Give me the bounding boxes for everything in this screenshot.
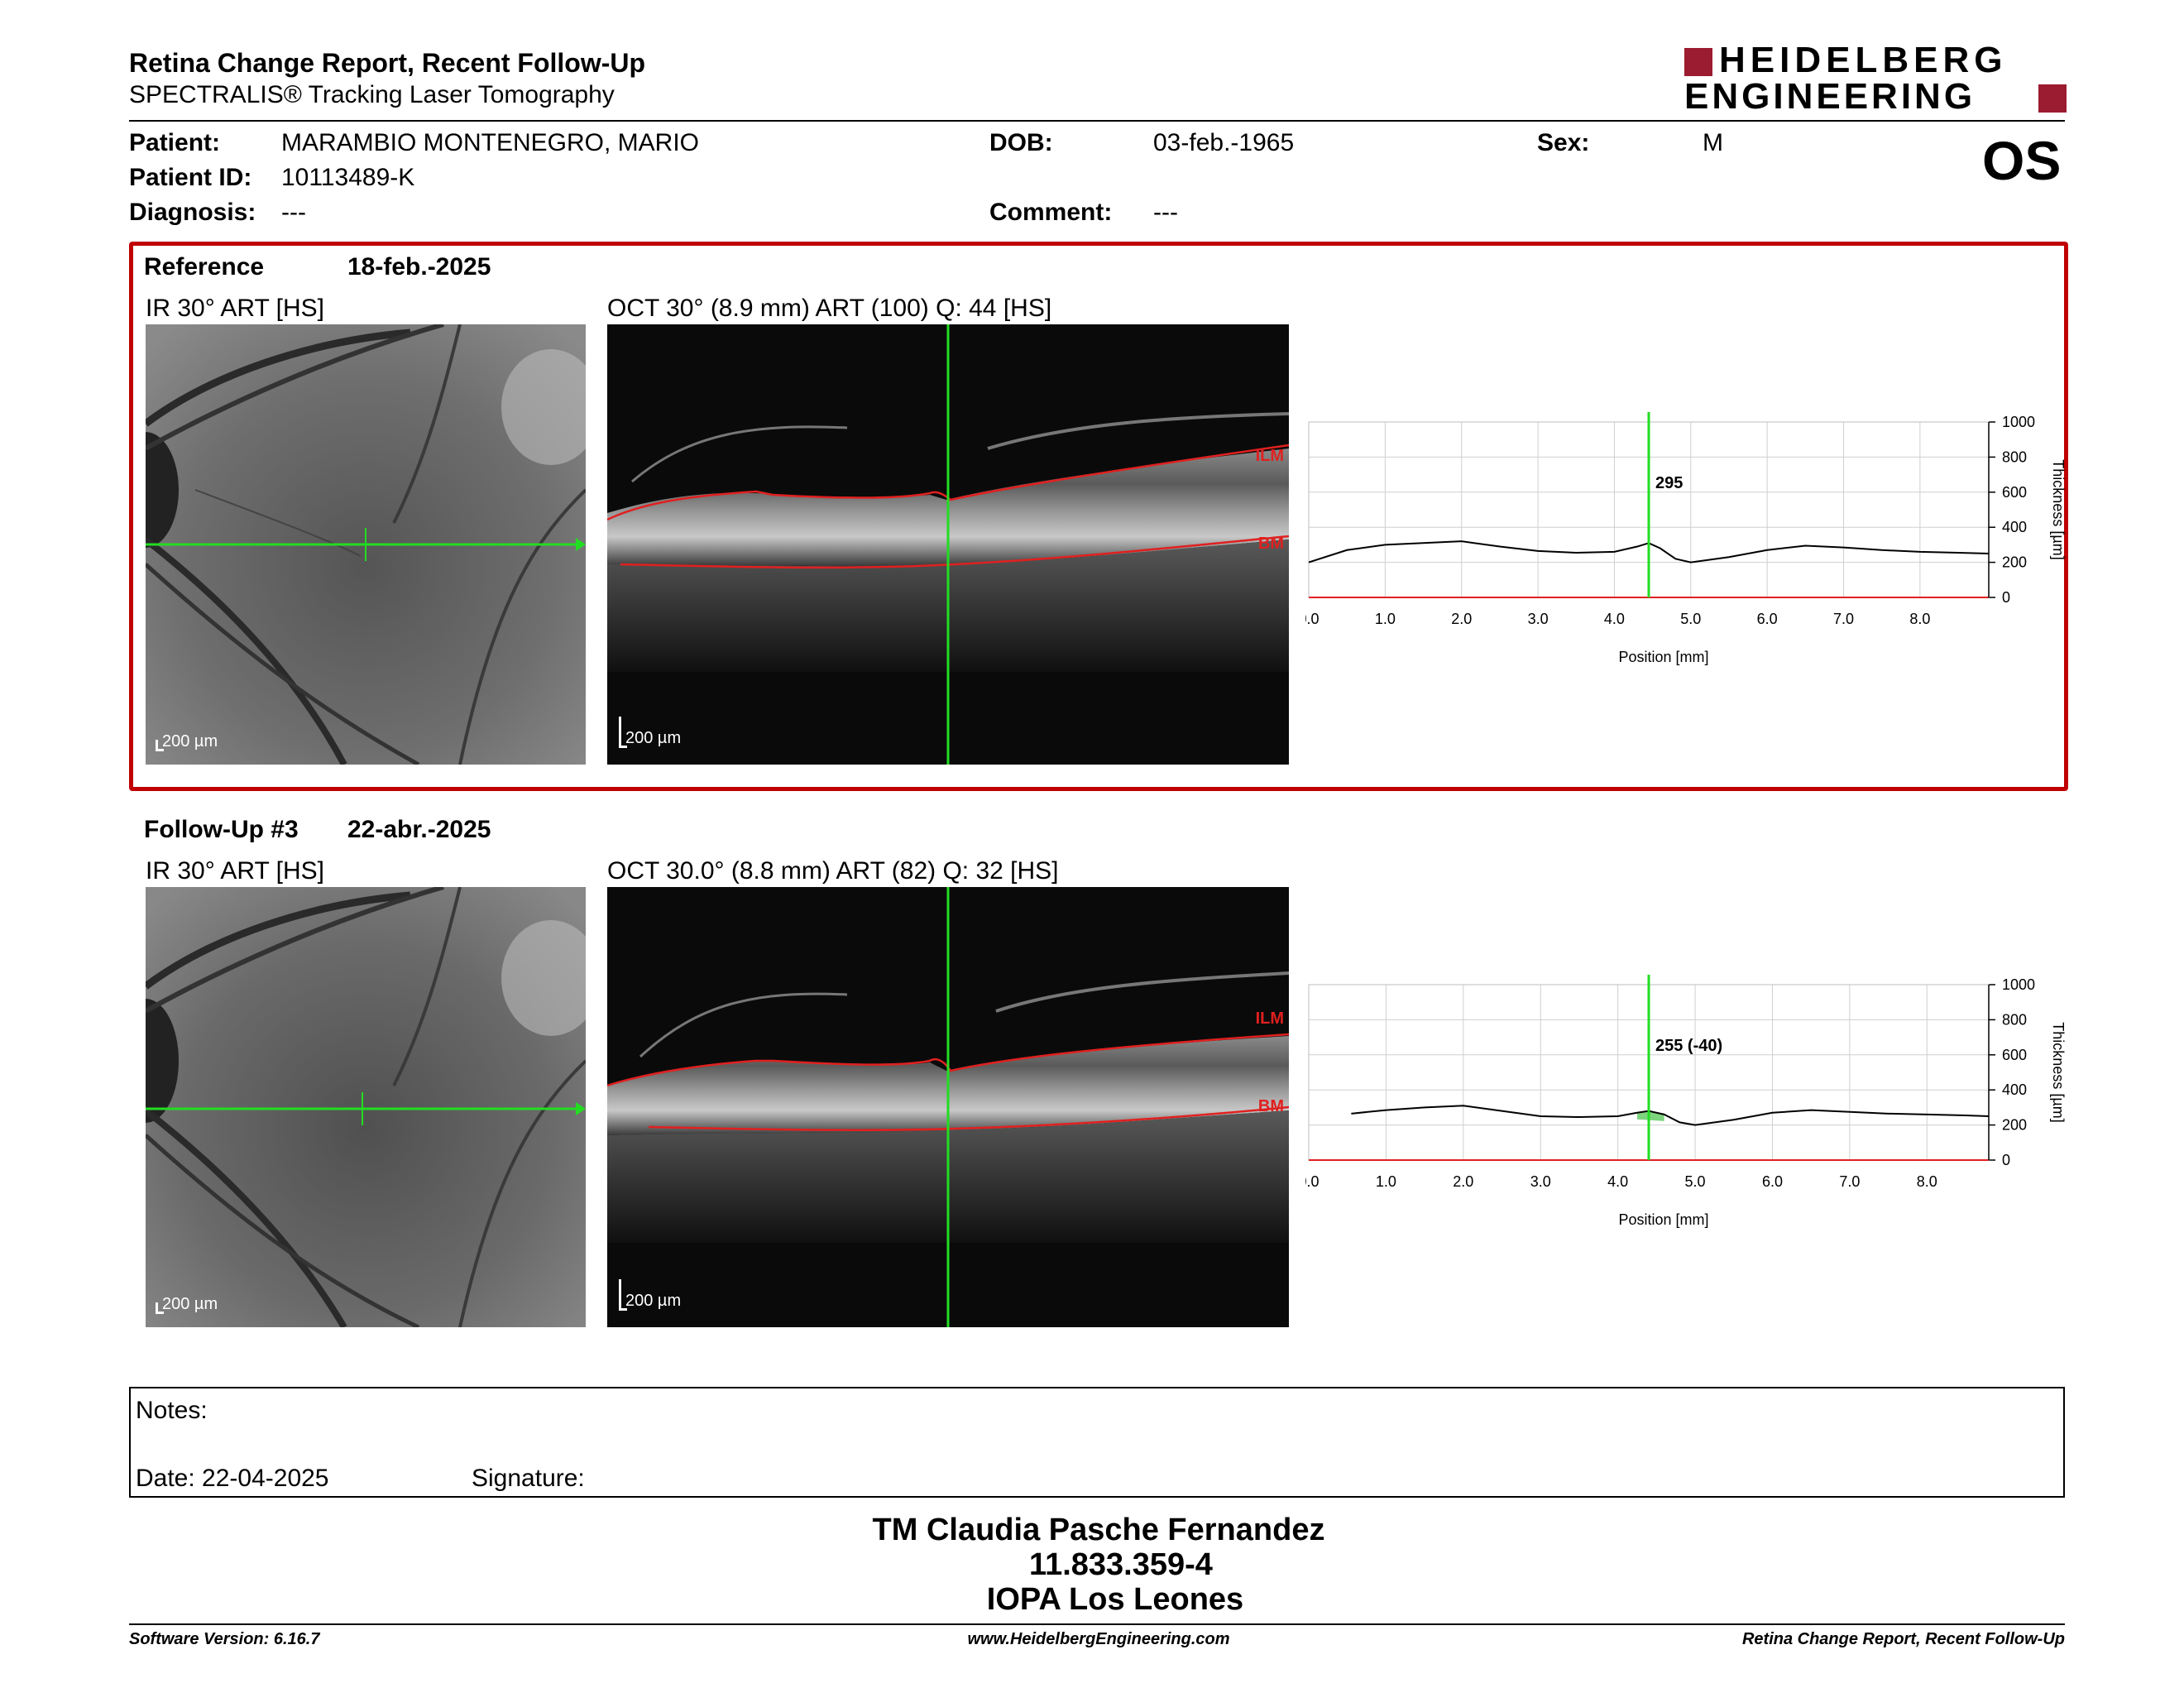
x-tick-label: 8.0 bbox=[1917, 1173, 1937, 1190]
followup-ir-image: 200 µm bbox=[146, 887, 586, 1327]
followup-ilm-label: ILM bbox=[1255, 1009, 1284, 1028]
x-tick-label: 5.0 bbox=[1680, 611, 1701, 627]
signer-name: TM Claudia Pasche Fernandez bbox=[872, 1513, 1325, 1547]
x-tick-label: 6.0 bbox=[1762, 1173, 1783, 1190]
followup-bm-label: BM bbox=[1257, 1097, 1284, 1115]
patient-id: 10113489-K bbox=[281, 164, 415, 191]
x-tick-label: 7.0 bbox=[1833, 611, 1854, 627]
patient-name: MARAMBIO MONTENEGRO, MARIO bbox=[281, 129, 700, 156]
reference-ir-title: IR 30° ART [HS] bbox=[146, 295, 324, 322]
dob-label: DOB: bbox=[989, 129, 1053, 156]
y-tick-label: 800 bbox=[2002, 1011, 2027, 1028]
x-tick-label: 6.0 bbox=[1757, 611, 1778, 627]
notes-signature: Signature: bbox=[472, 1465, 585, 1492]
x-tick-label: 7.0 bbox=[1839, 1173, 1860, 1190]
y-tick-label: 600 bbox=[2002, 484, 2027, 501]
comment-label: Comment: bbox=[989, 199, 1113, 226]
footer-software: Software Version: 6.16.7 bbox=[129, 1630, 320, 1648]
dob-value: 03-feb.-1965 bbox=[1153, 129, 1295, 156]
followup-oct-scale: 200 µm bbox=[619, 1279, 681, 1311]
y-axis-label: Thickness [µm] bbox=[2050, 1022, 2067, 1122]
y-tick-label: 1000 bbox=[2002, 976, 2035, 993]
reference-oct-image: ILM BM 200 µm bbox=[607, 324, 1289, 765]
sex-value: M bbox=[1703, 129, 1723, 156]
cursor-value-label: 295 bbox=[1655, 474, 1683, 492]
y-tick-label: 200 bbox=[2002, 1117, 2027, 1134]
eye-indicator: OS bbox=[1982, 130, 2062, 191]
x-tick-label: 8.0 bbox=[1909, 611, 1930, 627]
header-divider bbox=[129, 120, 2065, 122]
x-axis-label: Position [mm] bbox=[1618, 1211, 1708, 1228]
heidelberg-logo: HEIDELBERG ENGINEERING bbox=[1684, 40, 2067, 117]
followup-oct-image: ILM BM 200 µm bbox=[607, 887, 1289, 1327]
y-tick-label: 400 bbox=[2002, 1081, 2027, 1098]
x-tick-label: 4.0 bbox=[1604, 611, 1625, 627]
reference-oct-scale: 200 µm bbox=[619, 717, 681, 748]
followup-ir-title: IR 30° ART [HS] bbox=[146, 857, 324, 885]
x-tick-label: 0.0 bbox=[1305, 1173, 1320, 1190]
y-tick-label: 800 bbox=[2002, 448, 2027, 465]
notes-box bbox=[129, 1387, 2065, 1498]
y-tick-label: 0 bbox=[2002, 1152, 2010, 1168]
report-subtitle: SPECTRALIS® Tracking Laser Tomography bbox=[129, 81, 615, 108]
x-tick-label: 2.0 bbox=[1453, 1173, 1473, 1190]
reference-bm-label: BM bbox=[1257, 535, 1284, 553]
sex-label: Sex: bbox=[1537, 129, 1590, 156]
followup-label: Follow-Up #3 bbox=[144, 816, 299, 843]
reference-thickness-chart: 0 200 400 600 800 1000 0.0 1.0 2.0 3.0 4.0 5.0 6.0 7.… bbox=[1298, 412, 2067, 677]
cursor-value-label: 255 (-40) bbox=[1655, 1037, 1722, 1055]
x-tick-label: 3.0 bbox=[1528, 611, 1549, 627]
reference-ir-scale: 200 µm bbox=[156, 732, 218, 751]
footer-report: Retina Change Report, Recent Follow-Up bbox=[1741, 1630, 2065, 1648]
signer-id: 11.833.359-4 bbox=[1029, 1547, 1213, 1582]
signer-institution: IOPA Los Leones bbox=[986, 1582, 1244, 1617]
x-tick-label: 4.0 bbox=[1607, 1173, 1628, 1190]
x-tick-label: 3.0 bbox=[1530, 1173, 1551, 1190]
diagnosis-label: Diagnosis: bbox=[129, 199, 256, 226]
y-tick-label: 600 bbox=[2002, 1047, 2027, 1063]
x-tick-label: 1.0 bbox=[1376, 1173, 1396, 1190]
diagnosis-value: --- bbox=[281, 199, 306, 226]
reference-ilm-label: ILM bbox=[1255, 447, 1284, 465]
reference-panel bbox=[129, 242, 2068, 791]
report-title: Retina Change Report, Recent Follow-Up bbox=[129, 48, 646, 78]
x-tick-label: 0.0 bbox=[1305, 611, 1320, 627]
y-tick-label: 200 bbox=[2002, 554, 2027, 571]
footer-divider bbox=[129, 1623, 2065, 1625]
footer-website[interactable]: www.HeidelbergEngineering.com bbox=[967, 1630, 1230, 1648]
reference-ir-image: 200 µm bbox=[146, 324, 586, 765]
reference-date: 18-feb.-2025 bbox=[347, 253, 491, 281]
followup-oct-title: OCT 30.0° (8.8 mm) ART (82) Q: 32 [HS] bbox=[607, 857, 1059, 885]
x-tick-label: 1.0 bbox=[1375, 611, 1396, 627]
thickness-line bbox=[1351, 1105, 1990, 1126]
y-tick-label: 400 bbox=[2002, 519, 2027, 535]
y-tick-label: 0 bbox=[2002, 589, 2010, 606]
x-axis-label: Position [mm] bbox=[1618, 649, 1708, 665]
x-tick-label: 5.0 bbox=[1685, 1173, 1706, 1190]
y-tick-label: 1000 bbox=[2002, 414, 2035, 430]
comment-value: --- bbox=[1153, 199, 1178, 226]
reference-oct-title: OCT 30° (8.9 mm) ART (100) Q: 44 [HS] bbox=[607, 295, 1052, 322]
x-tick-label: 2.0 bbox=[1451, 611, 1472, 627]
notes-label: Notes: bbox=[136, 1397, 208, 1424]
y-axis-label: Thickness [µm] bbox=[2050, 459, 2067, 559]
followup-thickness-chart: 0 200 400 600 800 1000 0.0 1.0 2.0 3.0 4.0 5.0 6.0 7.… bbox=[1298, 975, 2067, 1240]
followup-date: 22-abr.-2025 bbox=[347, 816, 491, 843]
patient-id-label: Patient ID: bbox=[129, 164, 252, 191]
reference-label: Reference bbox=[144, 253, 265, 281]
followup-ir-scale: 200 µm bbox=[156, 1295, 218, 1314]
notes-date: Date: 22-04-2025 bbox=[136, 1465, 329, 1492]
thickness-line bbox=[1308, 540, 1990, 563]
patient-label: Patient: bbox=[129, 129, 221, 156]
